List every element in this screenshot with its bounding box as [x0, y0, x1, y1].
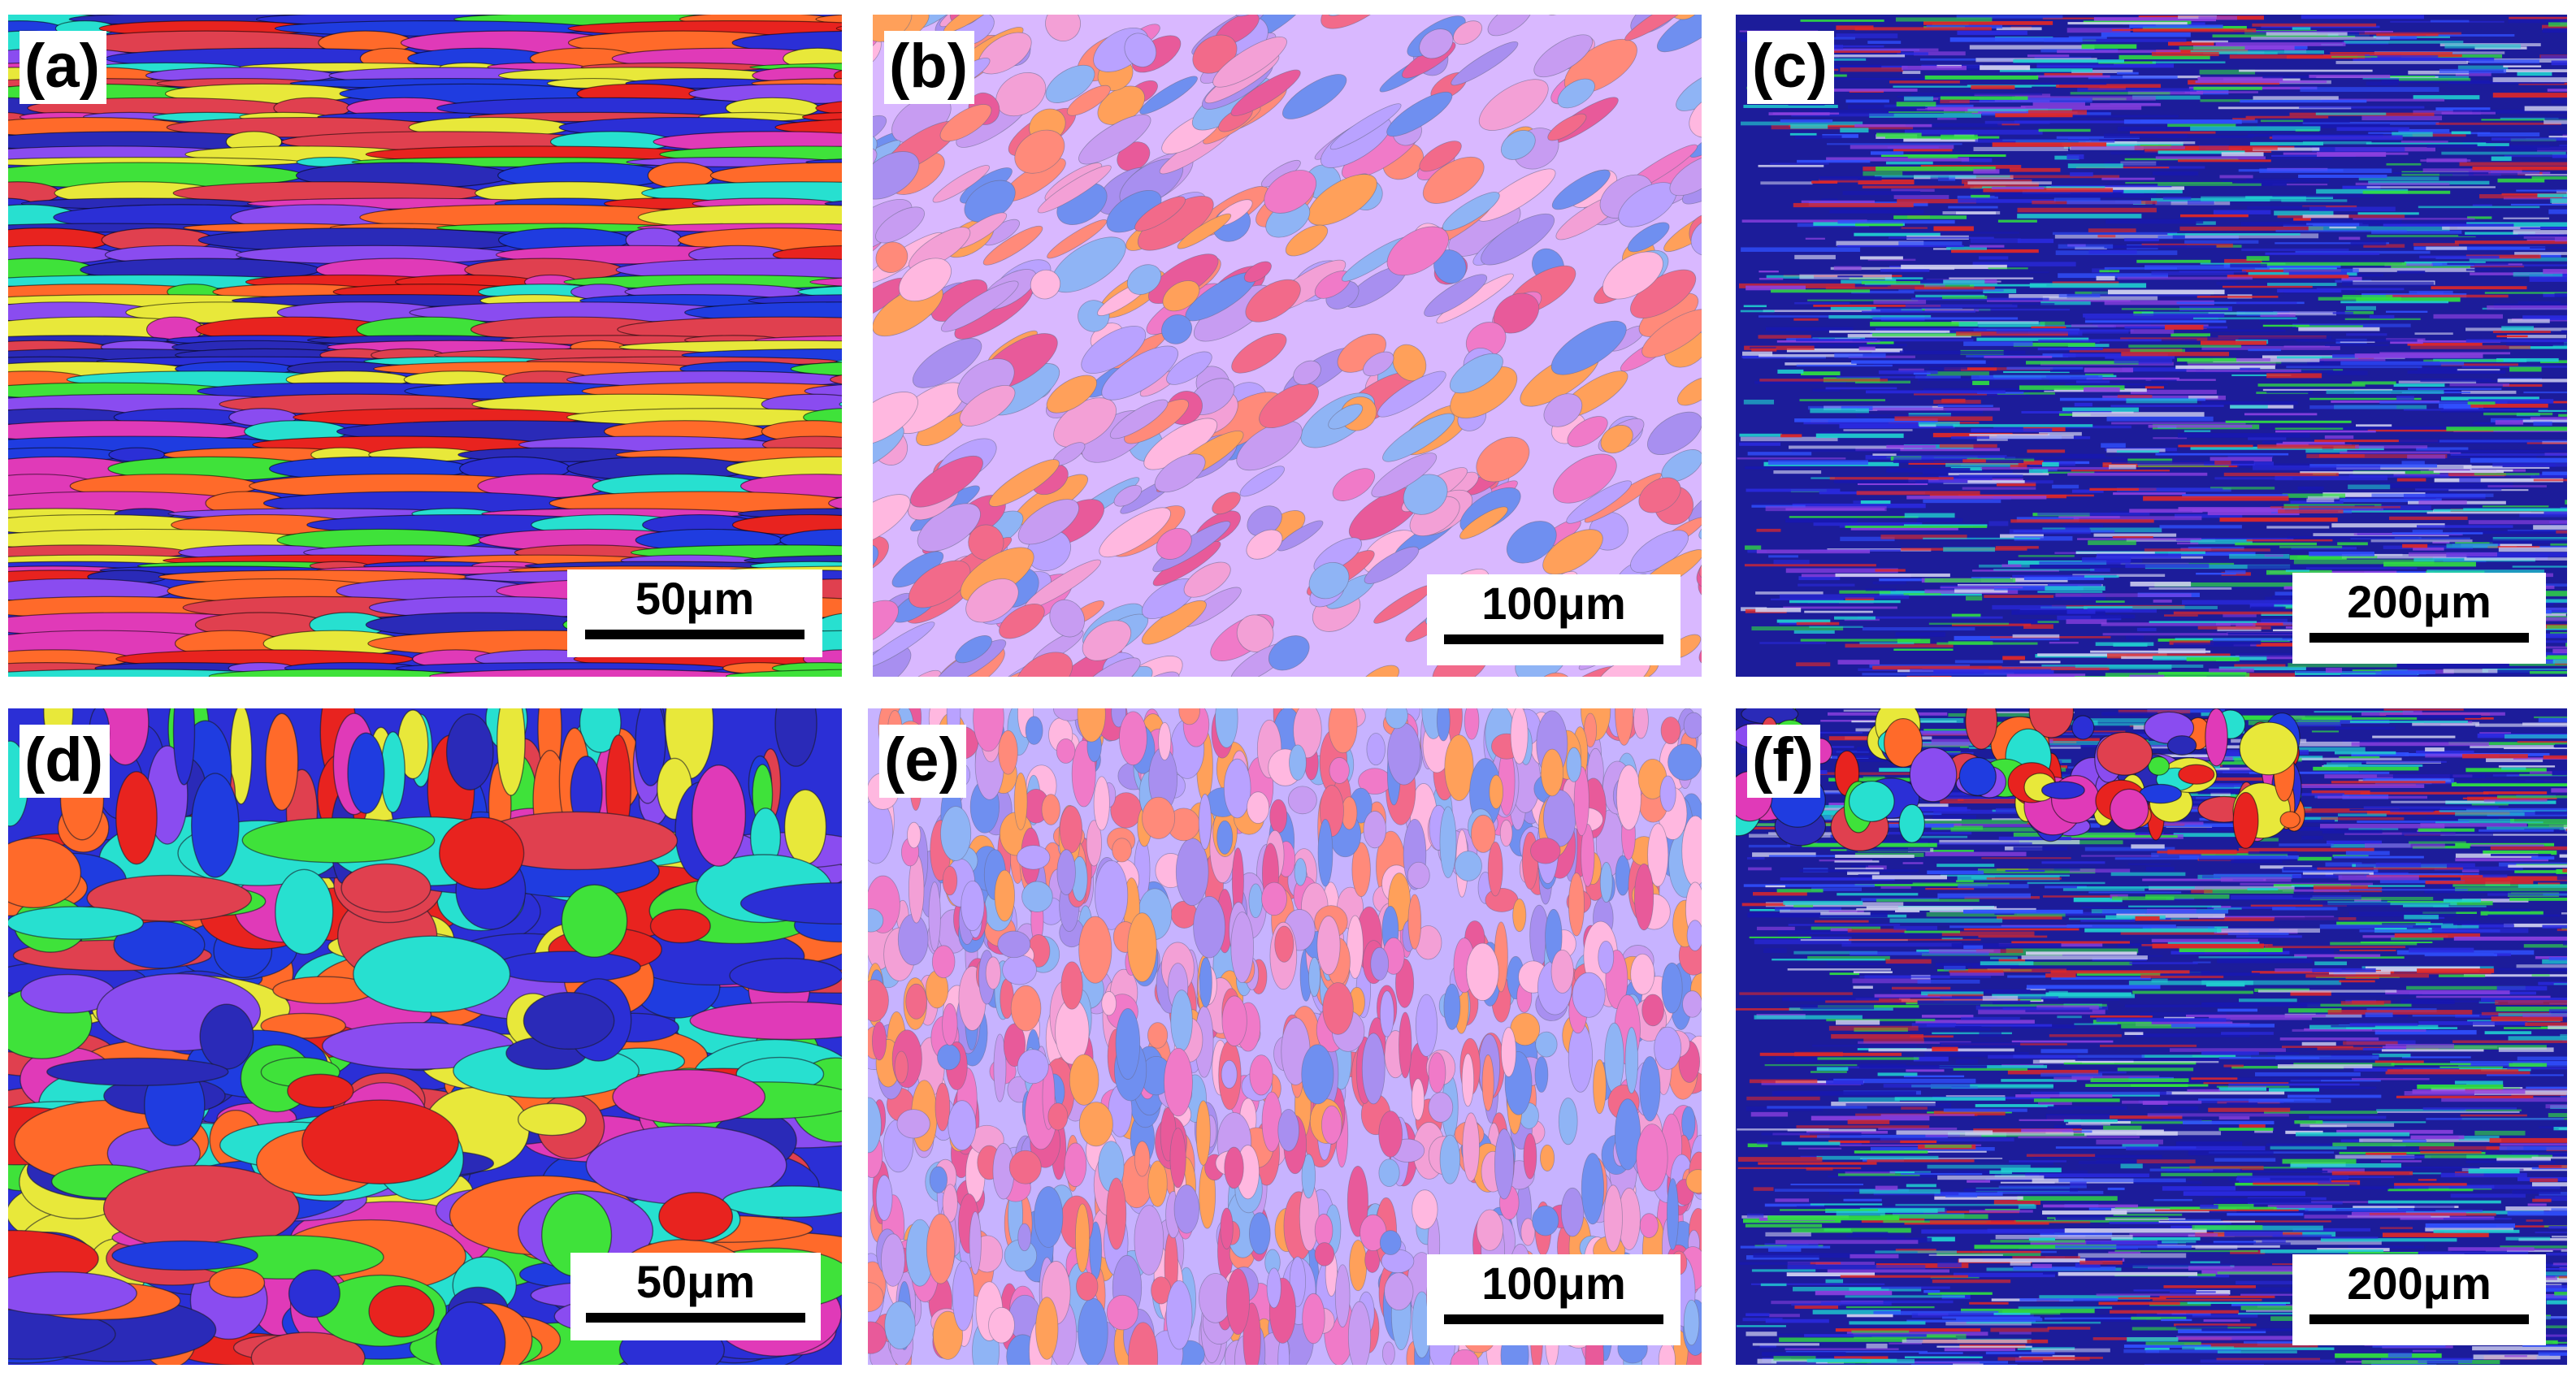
ebsd-map-panel-e: (e) 100μm	[868, 708, 1702, 1365]
ebsd-map-panel-c: (c) 200μm	[1736, 15, 2567, 677]
panel-label-f: (f)	[1747, 725, 1820, 798]
scale-bar-line-b	[1444, 634, 1663, 644]
scale-bar-text-a: 50μm	[635, 573, 755, 624]
scale-bar-text-e: 100μm	[1481, 1258, 1626, 1309]
panel-label-b: (b)	[884, 31, 975, 104]
scale-bar-text-d: 50μm	[635, 1256, 756, 1307]
scale-bar-a: 50μm	[567, 569, 822, 657]
scale-bar-c: 200μm	[2292, 573, 2546, 664]
ebsd-map-panel-d: (d) 50μm	[8, 708, 842, 1365]
scale-bar-line-f	[2309, 1314, 2529, 1324]
ebsd-map-a	[8, 15, 842, 677]
ebsd-map-panel-a: (a) 50μm	[8, 15, 842, 677]
scale-bar-text-f: 200μm	[2347, 1258, 2491, 1309]
scale-bar-e: 100μm	[1427, 1254, 1680, 1345]
ebsd-map-b	[873, 15, 1702, 677]
scale-bar-b: 100μm	[1427, 574, 1680, 665]
scale-bar-f: 200μm	[2292, 1254, 2546, 1345]
ebsd-map-e	[868, 708, 1702, 1365]
scale-bar-text-c: 200μm	[2347, 576, 2491, 627]
scale-bar-d: 50μm	[570, 1253, 821, 1340]
scale-bar-line-a	[585, 630, 804, 639]
ebsd-map-panel-b: (b) 100μm	[873, 15, 1702, 677]
scale-bar-text-b: 100μm	[1481, 578, 1626, 629]
scale-bar-line-e	[1444, 1314, 1663, 1324]
panel-label-e: (e)	[879, 725, 966, 798]
panel-label-d: (d)	[20, 725, 111, 798]
ebsd-map-d	[8, 708, 842, 1365]
scale-bar-line-d	[586, 1313, 805, 1323]
scale-bar-line-c	[2309, 633, 2529, 643]
ebsd-map-panel-f: (f) 200μm	[1736, 708, 2567, 1365]
panel-label-c: (c)	[1747, 31, 1834, 104]
panel-label-a: (a)	[20, 31, 106, 104]
